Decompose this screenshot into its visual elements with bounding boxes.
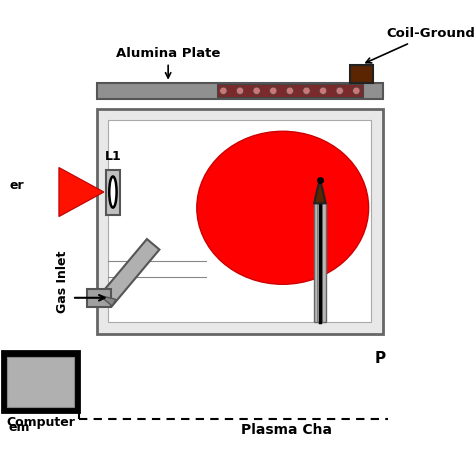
Text: Plasma Cha: Plasma Cha [241, 423, 332, 438]
Circle shape [286, 87, 293, 94]
Circle shape [303, 87, 310, 94]
Bar [87, 289, 111, 307]
Bar [106, 170, 120, 215]
Bar [217, 84, 363, 97]
Polygon shape [100, 295, 116, 306]
Polygon shape [314, 181, 326, 203]
Text: Computer: Computer [6, 416, 75, 428]
Text: L1: L1 [105, 150, 121, 163]
Bar [8, 357, 73, 407]
Circle shape [336, 87, 343, 94]
Bar [97, 109, 383, 334]
Ellipse shape [197, 131, 369, 284]
Polygon shape [100, 239, 159, 306]
Circle shape [237, 87, 244, 94]
Circle shape [319, 87, 327, 94]
Bar [97, 82, 383, 99]
Text: Alumina Plate: Alumina Plate [116, 46, 220, 78]
Text: er: er [10, 179, 25, 192]
Bar [108, 120, 372, 322]
Circle shape [353, 87, 360, 94]
Circle shape [220, 87, 227, 94]
Polygon shape [59, 167, 104, 217]
Text: Coil-Ground: Coil-Ground [366, 27, 474, 63]
Bar [314, 203, 326, 322]
Text: em: em [8, 420, 30, 434]
Text: Gas Inlet: Gas Inlet [55, 250, 69, 313]
Ellipse shape [109, 176, 117, 208]
Circle shape [270, 87, 277, 94]
Text: P: P [375, 351, 386, 366]
Bar [1, 351, 79, 412]
Circle shape [253, 87, 260, 94]
Bar [350, 64, 373, 82]
